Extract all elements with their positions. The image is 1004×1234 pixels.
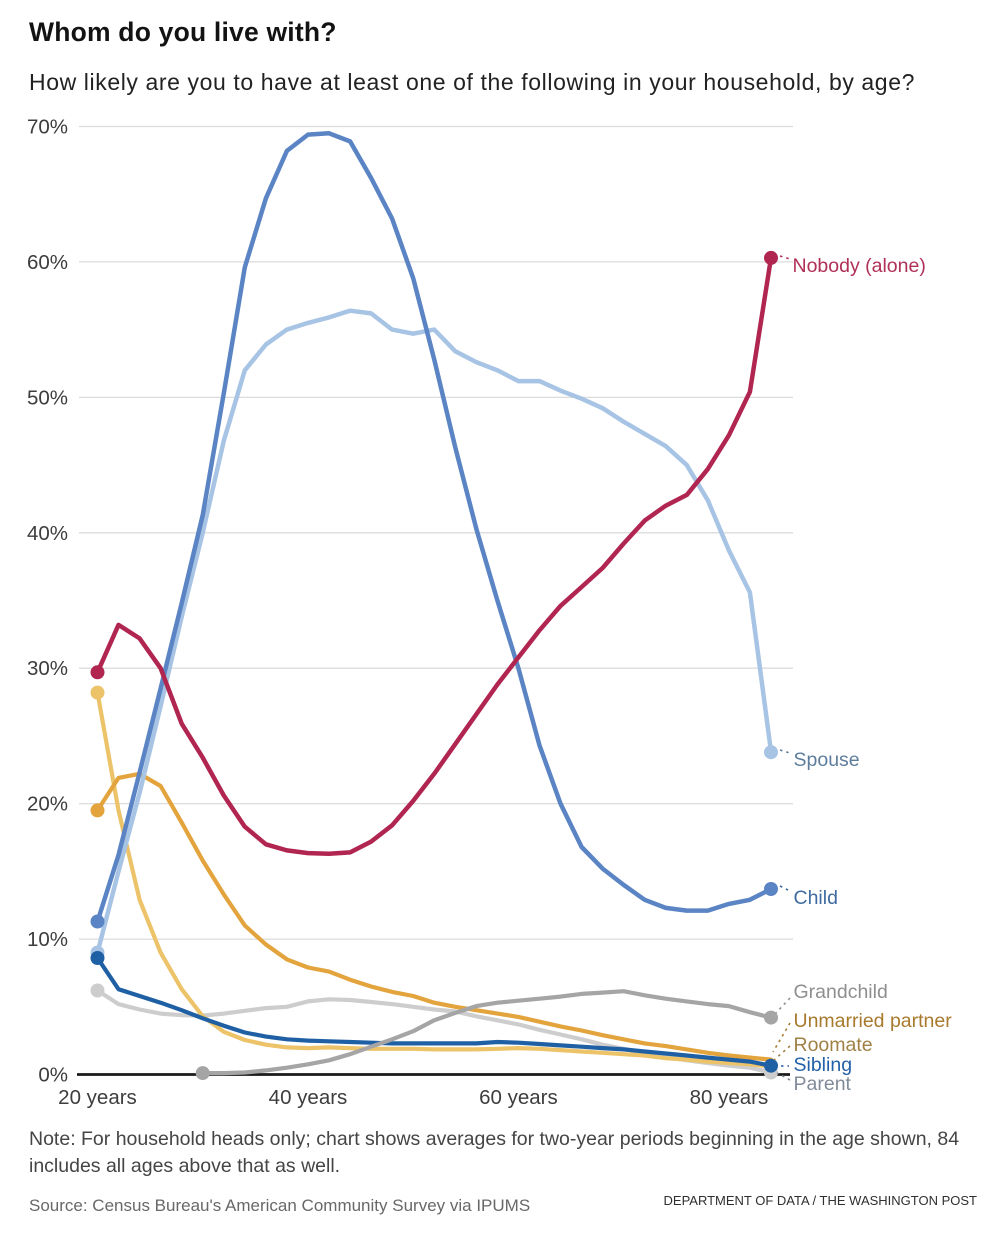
svg-text:DEPARTMENT OF DATA / THE WASHI: DEPARTMENT OF DATA / THE WASHINGTON POST	[664, 1193, 978, 1208]
svg-text:50%: 50%	[27, 386, 68, 409]
svg-text:How likely are you to have at: How likely are you to have at least one …	[29, 69, 915, 95]
svg-text:40%: 40%	[27, 522, 68, 545]
svg-text:Grandchild: Grandchild	[794, 981, 888, 1003]
svg-text:Unmarried partner: Unmarried partner	[794, 1010, 953, 1032]
svg-text:30%: 30%	[27, 657, 68, 680]
svg-text:60 years: 60 years	[479, 1086, 558, 1109]
svg-text:40 years: 40 years	[269, 1086, 348, 1109]
svg-text:Spouse: Spouse	[794, 749, 860, 771]
svg-text:Parent: Parent	[794, 1073, 852, 1095]
svg-text:70%: 70%	[27, 116, 68, 139]
svg-text:Child: Child	[794, 887, 838, 909]
svg-text:includes all ages above that a: includes all ages above that as well.	[29, 1155, 340, 1177]
svg-text:0%: 0%	[38, 1064, 68, 1087]
svg-text:20 years: 20 years	[58, 1086, 137, 1109]
svg-text:Whom do you live with?: Whom do you live with?	[29, 17, 337, 47]
svg-text:Source: Census Bureau's Americ: Source: Census Bureau's American Communi…	[29, 1196, 530, 1215]
svg-text:Sibling: Sibling	[794, 1054, 853, 1076]
svg-text:20%: 20%	[27, 793, 68, 816]
svg-text:60%: 60%	[27, 251, 68, 274]
svg-text:Nobody (alone): Nobody (alone)	[793, 255, 926, 277]
svg-text:10%: 10%	[27, 928, 68, 951]
svg-text:Note: For household heads only: Note: For household heads only; chart sh…	[29, 1128, 959, 1150]
svg-text:Roomate: Roomate	[794, 1034, 873, 1056]
svg-text:80 years: 80 years	[690, 1086, 769, 1109]
